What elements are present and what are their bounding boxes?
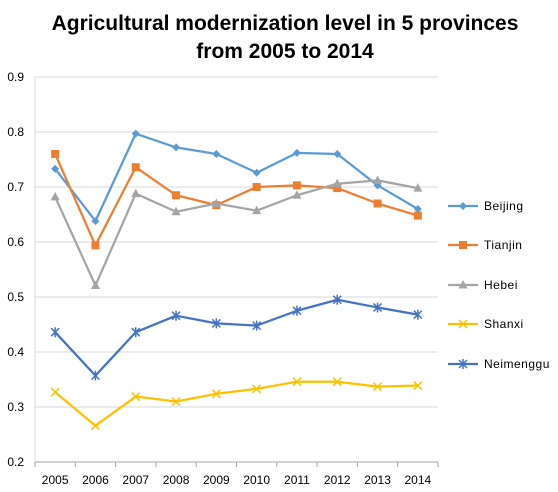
data-point <box>131 163 140 172</box>
data-point <box>90 370 100 381</box>
data-point <box>332 377 342 387</box>
data-point <box>333 150 342 158</box>
legend: Beijing Tianjin Hebei Shanxi Neimenggu <box>448 199 550 371</box>
y-tick-label: 0.4 <box>7 345 24 359</box>
x-tick-label: 2011 <box>284 473 310 487</box>
legend-item-tianjin: Tianjin <box>448 238 522 252</box>
data-point <box>333 184 342 193</box>
data-point <box>50 191 60 201</box>
data-point <box>292 148 301 157</box>
legend-marker <box>458 319 468 329</box>
legend-item-shanxi: Shanxi <box>448 317 524 331</box>
series-line <box>54 179 419 287</box>
data-point <box>90 280 100 289</box>
legend-marker <box>458 359 468 369</box>
legend-label: Hebei <box>484 278 518 292</box>
series-beijing <box>51 129 422 226</box>
y-tick-label: 0.3 <box>7 400 24 414</box>
data-point <box>292 377 302 387</box>
series-tianjin <box>51 150 422 250</box>
chart-title-line-1: Agricultural modernization level in 5 pr… <box>52 12 519 35</box>
series-line <box>54 153 419 247</box>
data-point <box>91 217 100 226</box>
data-point <box>50 387 60 397</box>
data-point <box>51 164 60 173</box>
data-point <box>332 294 342 305</box>
y-tick-label: 0.6 <box>7 235 24 249</box>
series-line <box>54 380 418 427</box>
legend-label: Neimenggu <box>484 357 550 371</box>
data-point <box>50 327 60 338</box>
series-shanxi <box>50 377 423 431</box>
data-point <box>332 178 342 188</box>
data-point <box>91 241 100 250</box>
data-point <box>252 168 261 177</box>
x-tick-label: 2006 <box>82 473 109 487</box>
data-point <box>131 392 141 402</box>
data-point <box>252 183 261 191</box>
data-point <box>90 421 100 431</box>
y-tick-label: 0.8 <box>7 125 24 139</box>
data-point <box>172 191 181 200</box>
data-point <box>131 129 140 138</box>
y-tick-label: 0.2 <box>7 455 24 469</box>
legend-marker <box>458 280 468 289</box>
data-point <box>413 211 422 220</box>
data-point <box>252 320 262 331</box>
data-point <box>131 188 141 198</box>
y-tick-label: 0.9 <box>7 70 24 84</box>
series-line <box>54 132 419 223</box>
data-point <box>211 198 221 207</box>
legend-item-hebei: Hebei <box>448 278 518 292</box>
series-hebei <box>50 175 423 289</box>
data-point <box>252 384 262 394</box>
legend-label: Shanxi <box>484 317 524 331</box>
legend-item-beijing: Beijing <box>448 199 524 213</box>
data-point <box>172 143 181 152</box>
x-tick-label: 2012 <box>324 473 351 487</box>
y-tick-label: 0.5 <box>7 290 24 304</box>
legend-marker <box>459 202 467 210</box>
legend-label: Beijing <box>484 199 524 213</box>
data-point <box>373 199 382 208</box>
gridlines <box>35 76 438 408</box>
data-point <box>413 381 423 391</box>
data-point <box>413 183 423 192</box>
x-tick-label: 2014 <box>404 473 431 487</box>
data-point <box>171 310 181 321</box>
y-tick-label: 0.7 <box>7 180 24 194</box>
data-point <box>292 305 302 316</box>
axes: 0.2 0.3 0.4 0.5 0.6 0.7 0.8 0.9 2005 2006 2007 2008… <box>7 70 439 487</box>
chart-title-line-2: from 2005 to 2014 <box>196 40 374 63</box>
legend-marker <box>459 241 467 249</box>
data-point <box>211 318 221 329</box>
series <box>50 129 423 431</box>
data-point <box>292 190 302 199</box>
data-point <box>373 382 383 392</box>
data-point <box>413 205 422 213</box>
data-point <box>131 327 141 338</box>
data-point <box>373 175 383 184</box>
x-tick-label: 2008 <box>163 473 190 487</box>
data-point <box>171 206 181 216</box>
series-line <box>54 298 419 377</box>
data-point <box>51 150 60 158</box>
x-tick-label: 2009 <box>203 473 230 487</box>
data-point <box>252 205 262 215</box>
data-point <box>292 181 301 190</box>
data-point <box>211 389 221 399</box>
x-tick-label: 2010 <box>243 473 270 487</box>
x-tick-label: 2005 <box>42 473 69 487</box>
series-neimenggu <box>50 294 423 381</box>
data-point <box>212 150 221 158</box>
legend-label: Tianjin <box>484 238 522 252</box>
x-tick-label: 2007 <box>122 473 149 487</box>
data-point <box>413 309 423 320</box>
legend-item-neimenggu: Neimenggu <box>448 357 550 371</box>
data-point <box>171 396 181 407</box>
data-point <box>373 302 383 313</box>
x-tick-label: 2013 <box>364 473 391 487</box>
